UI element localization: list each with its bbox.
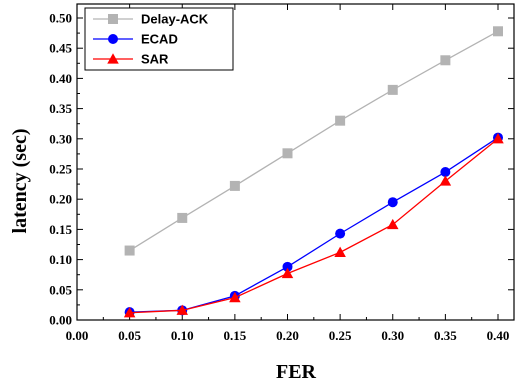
y-tick-label: 0.35 <box>49 101 72 116</box>
data-point-delay-ack <box>387 84 398 95</box>
data-point-delay-ack <box>493 26 503 37</box>
data-point-delay-ack <box>124 245 135 256</box>
x-axis-title: FER <box>276 361 317 383</box>
x-tick-label: 0.35 <box>434 328 457 343</box>
legend-marker-delay-ack <box>108 14 118 24</box>
series-line-sar <box>129 138 499 314</box>
data-point-ecad <box>282 261 293 272</box>
data-point-sar <box>176 304 188 315</box>
y-axis-title: latency (sec) <box>9 129 31 234</box>
legend: Delay-ACK ECAD SAR <box>84 7 234 71</box>
y-tick-label: 0.40 <box>49 71 72 86</box>
legend-label: ECAD <box>141 32 178 47</box>
data-point-sar <box>439 175 452 186</box>
x-tick-label: 0.40 <box>487 328 510 343</box>
series-line-ecad <box>129 137 499 313</box>
y-tick-label: 0.00 <box>49 313 72 328</box>
y-tick-label: 0.50 <box>49 11 72 26</box>
legend-label: SAR <box>141 52 169 67</box>
legend-marker-ecad <box>108 34 118 44</box>
series-layer <box>123 26 504 318</box>
y-tick-label: 0.20 <box>49 192 72 207</box>
data-point-sar <box>492 133 504 144</box>
plot-frame <box>76 3 515 321</box>
data-point-sar <box>229 291 241 303</box>
x-tick-label: 0.30 <box>381 328 404 343</box>
y-tick-label: 0.45 <box>49 41 72 56</box>
data-point-ecad <box>335 228 346 239</box>
data-point-ecad <box>440 167 451 178</box>
data-point-ecad <box>387 197 398 208</box>
series-line-delay-ack <box>129 30 499 252</box>
axes: 0.00 0.05 0.10 0.15 0.20 0.25 0.30 0.35 0.40 0.00… <box>49 4 514 343</box>
x-tick-label: 0.05 <box>118 328 141 343</box>
data-point-sar <box>387 218 399 230</box>
data-point-delay-ack <box>282 148 293 159</box>
legend-label: Delay-ACK <box>141 12 209 27</box>
legend-marker-sar <box>107 53 119 64</box>
x-tick-label: 0.20 <box>276 328 299 343</box>
y-tick-label: 0.05 <box>49 282 72 297</box>
y-tick-label: 0.30 <box>49 131 72 146</box>
data-point-sar <box>334 246 346 257</box>
data-point-sar <box>123 307 136 318</box>
data-point-delay-ack <box>440 55 451 66</box>
x-tick-label: 0.00 <box>66 328 89 343</box>
data-point-delay-ack <box>177 212 188 223</box>
plot-area <box>76 3 515 321</box>
y-tick-label: 0.15 <box>49 222 72 237</box>
x-tick-label: 0.10 <box>171 328 194 343</box>
y-tick-label: 0.10 <box>49 252 72 267</box>
y-tick-label: 0.25 <box>49 162 72 177</box>
data-point-delay-ack <box>229 180 240 191</box>
data-point-sar <box>281 267 294 279</box>
data-point-delay-ack <box>335 115 346 126</box>
x-tick-label: 0.15 <box>224 328 247 343</box>
x-tick-label: 0.25 <box>329 328 352 343</box>
